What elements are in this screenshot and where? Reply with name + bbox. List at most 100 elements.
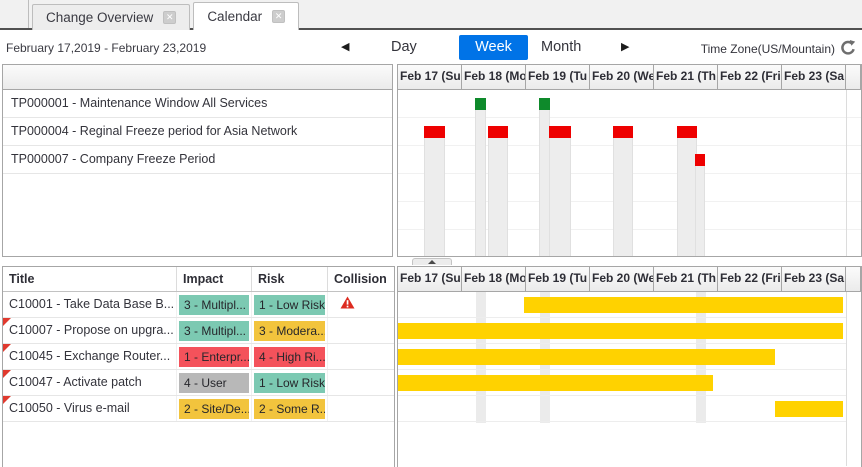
- refresh-icon[interactable]: [839, 39, 857, 57]
- change-row[interactable]: C10050 - Virus e-mail 2 - Site/De... 2 - S…: [3, 396, 394, 422]
- day-header-cell: Feb 20 (We: [590, 65, 654, 89]
- day-header-cell: Feb 18 (Mo: [462, 267, 526, 291]
- change-schedule-bar[interactable]: [398, 375, 713, 391]
- collision-cell: [328, 396, 394, 421]
- change-title: C10001 - Take Data Base B...: [3, 292, 177, 317]
- impact-chip: 3 - Multipl...: [179, 321, 249, 341]
- bar-dropline: [613, 138, 633, 256]
- timeperiod-row[interactable]: TP000001 - Maintenance Window All Servic…: [3, 90, 392, 118]
- tab-calendar[interactable]: Calendar ✕: [193, 2, 300, 30]
- timeperiod-gantt-body: [398, 90, 861, 256]
- next-week-icon[interactable]: ▶: [621, 41, 630, 53]
- impact-cell: 1 - Enterpr...: [177, 344, 252, 369]
- change-schedule-bar[interactable]: [398, 349, 775, 365]
- change-schedule-bar[interactable]: [398, 323, 843, 339]
- risk-cell: 3 - Modera...: [252, 318, 328, 343]
- freeze-period-bar[interactable]: [695, 154, 705, 166]
- risk-cell: 1 - Low Risk: [252, 370, 328, 395]
- bar-dropline: [695, 166, 705, 256]
- collapse-up-icon: [428, 260, 436, 264]
- day-header-cell: Feb 19 (Tu: [526, 65, 590, 89]
- freeze-period-bar[interactable]: [677, 126, 697, 138]
- change-table-header: Title Impact Risk Collision: [3, 267, 394, 292]
- change-row[interactable]: C10047 - Activate patch 4 - User 1 - Low R…: [3, 370, 394, 396]
- date-range-label: February 17,2019 - February 23,2019: [6, 41, 207, 55]
- change-title: C10050 - Virus e-mail: [3, 396, 177, 421]
- calendar-toolbar: February 17,2019 - February 23,2019 ◀ Da…: [0, 30, 862, 64]
- collision-warning-icon: [340, 296, 355, 314]
- change-gantt-panel: Feb 17 (Su Feb 18 (Mo Feb 19 (Tu Feb 20 (We…: [397, 266, 862, 467]
- collision-cell: [328, 292, 394, 317]
- risk-cell: 1 - Low Risk: [252, 292, 328, 317]
- day-header-cell: Feb 18 (Mo: [462, 65, 526, 89]
- freeze-period-bar[interactable]: [613, 126, 633, 138]
- view-day-button[interactable]: Day: [391, 39, 417, 55]
- risk-chip: 1 - Low Risk: [254, 373, 325, 393]
- impact-cell: 3 - Multipl...: [177, 318, 252, 343]
- scrollbar-gutter-header: [846, 65, 861, 89]
- maintenance-window-bar[interactable]: [475, 98, 486, 110]
- day-header-cell: Feb 17 (Su: [398, 267, 462, 291]
- flag-corner-icon: [3, 370, 11, 378]
- tab-close-icon[interactable]: ✕: [272, 10, 286, 23]
- impact-chip: 1 - Enterpr...: [179, 347, 249, 367]
- day-header-cell: Feb 20 (We: [590, 267, 654, 291]
- freeze-period-bar[interactable]: [549, 126, 571, 138]
- day-header-cell: Feb 23 (Sa: [782, 267, 846, 291]
- change-title: C10045 - Exchange Router...: [3, 344, 177, 369]
- timeperiod-gantt-panel: Feb 17 (Su Feb 18 (Mo Feb 19 (Tu Feb 20 (We…: [397, 64, 862, 257]
- risk-cell: 4 - High Ri...: [252, 344, 328, 369]
- risk-chip: 3 - Modera...: [254, 321, 325, 341]
- bar-dropline: [475, 110, 486, 256]
- change-schedule-bar[interactable]: [524, 297, 843, 313]
- view-week-button[interactable]: Week: [459, 35, 528, 60]
- change-title: C10007 - Propose on upgra...: [3, 318, 177, 343]
- day-header-cell: Feb 17 (Su: [398, 65, 462, 89]
- scrollbar-gutter-header: [846, 267, 861, 291]
- column-header-impact: Impact: [177, 267, 252, 291]
- day-header-cell: Feb 23 (Sa: [782, 65, 846, 89]
- tab-change-overview[interactable]: Change Overview ✕: [32, 4, 191, 30]
- prev-week-icon[interactable]: ◀: [341, 41, 350, 53]
- impact-chip: 4 - User: [179, 373, 249, 393]
- bar-dropline: [677, 138, 697, 256]
- day-header-cell: Feb 21 (Th: [654, 267, 718, 291]
- change-row[interactable]: C10045 - Exchange Router... 1 - Enterpr..…: [3, 344, 394, 370]
- tab-close-icon[interactable]: ✕: [163, 11, 177, 24]
- flag-corner-icon: [3, 344, 11, 352]
- panel-splitter-collapse-handle[interactable]: [412, 258, 452, 265]
- column-header-title: Title: [3, 267, 177, 291]
- risk-chip: 2 - Some R...: [254, 399, 325, 419]
- change-row[interactable]: C10007 - Propose on upgra... 3 - Multipl.…: [3, 318, 394, 344]
- timezone-label: Time Zone(US/Mountain): [700, 42, 835, 56]
- day-header-row: Feb 17 (Su Feb 18 (Mo Feb 19 (Tu Feb 20 (We…: [398, 267, 861, 292]
- collision-cell: [328, 318, 394, 343]
- flag-corner-icon: [3, 318, 11, 326]
- timeperiod-row[interactable]: TP000004 - Reginal Freeze period for Asi…: [3, 118, 392, 146]
- bar-dropline: [549, 138, 571, 256]
- collision-cell: [328, 370, 394, 395]
- day-header-cell: Feb 21 (Th: [654, 65, 718, 89]
- change-row[interactable]: C10001 - Take Data Base B... 3 - Multipl.…: [3, 292, 394, 318]
- change-gantt-body: [398, 292, 861, 466]
- tab-label: Calendar: [207, 9, 263, 24]
- freeze-period-bar[interactable]: [488, 126, 508, 138]
- tab-bar-lead-spacer: [0, 0, 29, 30]
- column-header-risk: Risk: [252, 267, 328, 291]
- day-header-cell: Feb 22 (Fri: [718, 65, 782, 89]
- scrollbar-gutter-line: [846, 90, 847, 256]
- view-month-button[interactable]: Month: [541, 39, 582, 55]
- impact-chip: 2 - Site/De...: [179, 399, 249, 419]
- tab-bar-underline: [0, 28, 862, 30]
- change-title: C10047 - Activate patch: [3, 370, 177, 395]
- day-header-cell: Feb 22 (Fri: [718, 267, 782, 291]
- freeze-period-bar[interactable]: [424, 126, 445, 138]
- timeperiod-row[interactable]: TP000007 - Company Freeze Period: [3, 146, 392, 174]
- change-schedule-bar[interactable]: [775, 401, 843, 417]
- day-header-cell: Feb 19 (Tu: [526, 267, 590, 291]
- change-table-panel: Title Impact Risk Collision C10001 - Take D…: [2, 266, 395, 467]
- maintenance-window-bar[interactable]: [539, 98, 550, 110]
- collision-cell: [328, 344, 394, 369]
- tab-bar: Change Overview ✕ Calendar ✕: [0, 0, 862, 30]
